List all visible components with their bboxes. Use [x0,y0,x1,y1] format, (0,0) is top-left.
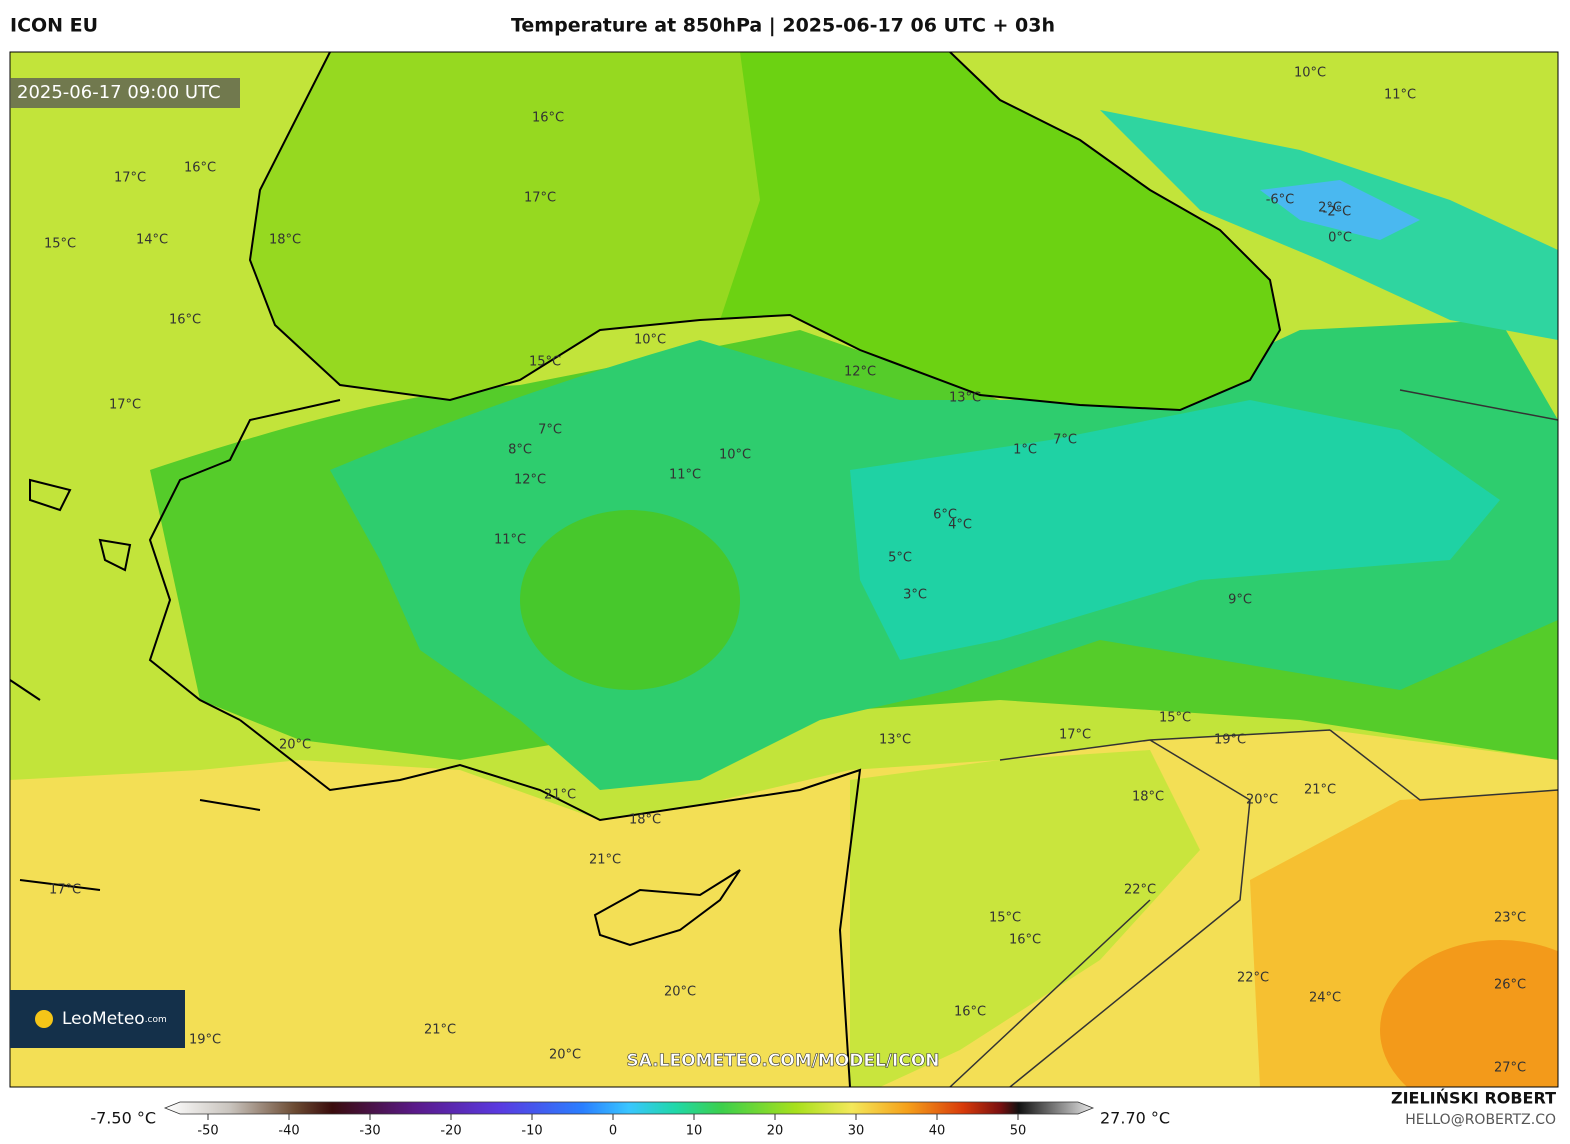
contour-label: 20°C [1246,793,1278,808]
contour-label: 20°C [279,738,311,753]
colorbar-tick-label: 20 [767,1124,784,1139]
contour-label: 21°C [589,853,621,868]
logo-sun [35,1010,53,1028]
contour-label: 17°C [114,171,146,186]
map [10,52,1558,1087]
map-frame [9,51,1559,1088]
contour-label: 22°C [1237,971,1269,986]
contour-label: 21°C [544,788,576,803]
contour-label: 27°C [1494,1061,1526,1076]
contour-label: 11°C [669,468,701,483]
contour-label: 16°C [184,161,216,176]
colorbar-tick-label: 10 [686,1124,703,1139]
colorbar-tick-label: 50 [1010,1124,1027,1139]
contour-label: 11°C [494,533,526,548]
contour-label: 16°C [954,1005,986,1020]
contour-label: 10°C [634,333,666,348]
contour-label: 15°C [989,911,1021,926]
author: ZIELIŃSKI ROBERT [1391,1089,1556,1108]
colorbar-max: 27.70 °C [1100,1109,1170,1128]
source-url: SA.LEOMETEO.COM/MODEL/ICON [626,1051,939,1071]
contour-label: 20°C [549,1048,581,1063]
colorbar [163,1101,1095,1115]
contour-label: 3°C [903,588,927,603]
contour-label: 12°C [844,365,876,380]
contour-labels: 16°C 17°C 18°C 16°C 17°C 14°C 15°C 16°C 17°C 15°C… [44,66,1526,1076]
contour-label: 4°C [948,518,972,533]
contour-label: 24°C [1309,991,1341,1006]
colorbar-tick-label: -10 [521,1124,542,1139]
contour-label: 22°C [1124,883,1156,898]
contour-label: 5°C [888,551,912,566]
timestamp: 2025-06-17 09:00 UTC [17,82,221,103]
contour-label: 2°C [1318,201,1342,216]
contour-label: 1°C [1013,443,1037,458]
contour-label: 23°C [1494,911,1526,926]
contour-label: 6°C [933,508,957,523]
colorbar-tick-label: 0 [609,1124,617,1139]
model-name: ICON EU [10,15,98,37]
contour-label: 21°C [1304,783,1336,798]
contour-label: 19°C [1214,733,1246,748]
colorbar-tick-label: 40 [929,1124,946,1139]
logo: LeoMeteo.com [62,1009,167,1029]
contour-label: 12°C [514,473,546,488]
contour-label: -2°C [1323,205,1352,220]
contour-label: 16°C [1009,933,1041,948]
colorbar-tick-label: -50 [197,1124,218,1139]
timestamp-box [10,78,240,108]
contour-label: 13°C [879,733,911,748]
contour-label: 11°C [1384,88,1416,103]
map-title: Temperature at 850hPa | 2025-06-17 06 UT… [511,15,1055,37]
colorbar-tick-label: -20 [440,1124,461,1139]
contour-label: 15°C [529,355,561,370]
contour-label: 10°C [719,448,751,463]
contour-label: 14°C [136,233,168,248]
contour-label: 17°C [109,398,141,413]
colorbar-min: -7.50 °C [90,1109,156,1128]
contour-label: 8°C [508,443,532,458]
contour-label: 19°C [189,1033,221,1048]
contour-label: 13°C [949,391,981,406]
contour-label: 9°C [1228,593,1252,608]
contour-label: -6°C [1266,193,1295,208]
email: HELLO@ROBERTZ.CO [1405,1112,1556,1128]
colorbar-tick-label: -40 [278,1124,299,1139]
contour-label: 16°C [532,111,564,126]
contour-label: 7°C [1053,433,1077,448]
contour-label: 16°C [169,313,201,328]
contour-label: 26°C [1494,978,1526,993]
colorbar-tick-label: 30 [848,1124,865,1139]
contour-label: 0°C [1328,231,1352,246]
contour-label: 20°C [664,985,696,1000]
contour-label: 15°C [44,237,76,252]
contour-label: 17°C [49,883,81,898]
colorbar-tick-label: -30 [359,1124,380,1139]
contour-label: 10°C [1294,66,1326,81]
contour-label: 7°C [538,423,562,438]
contour-label: 18°C [269,233,301,248]
contour-label: 18°C [629,813,661,828]
contour-label: 17°C [1059,728,1091,743]
contour-label: 18°C [1132,790,1164,805]
contour-label: 15°C [1159,711,1191,726]
contour-label: 17°C [524,191,556,206]
contour-label: 21°C [424,1023,456,1038]
